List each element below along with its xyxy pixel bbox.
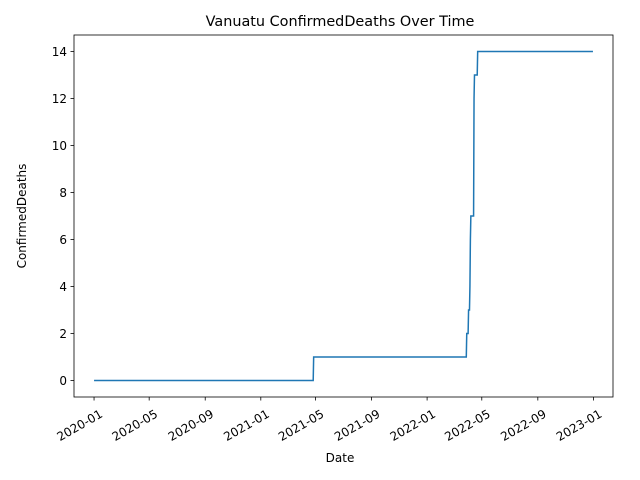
y-tick-label: 12: [52, 92, 67, 106]
y-tick-label: 14: [52, 45, 67, 59]
chart-title: Vanuatu ConfirmedDeaths Over Time: [206, 14, 475, 30]
y-tick-label: 6: [59, 233, 67, 247]
y-tick-label: 10: [52, 139, 67, 153]
y-tick-label: 4: [59, 280, 67, 294]
y-tick-label: 8: [59, 186, 67, 200]
y-axis-label: ConfirmedDeaths: [15, 164, 29, 269]
y-tick-label: 0: [59, 374, 67, 388]
y-tick-label: 2: [59, 327, 67, 341]
x-axis-label: Date: [326, 451, 355, 465]
